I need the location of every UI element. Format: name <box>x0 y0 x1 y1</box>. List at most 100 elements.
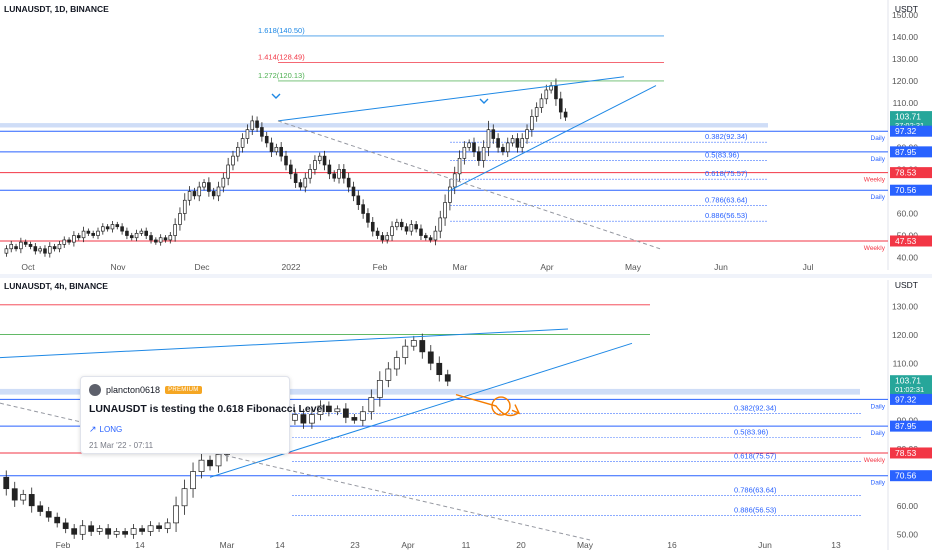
candle-body <box>115 224 120 228</box>
candle-body <box>260 127 264 137</box>
candle-body <box>385 368 392 381</box>
arrowhead-icon <box>511 404 521 415</box>
candle-body <box>154 239 158 243</box>
candle-body <box>57 244 62 250</box>
candle-body <box>105 528 112 535</box>
candle-body <box>215 454 222 467</box>
idea-title[interactable]: LUNAUSDT is testing the 0.618 Fibonacci … <box>89 403 326 415</box>
candle-body <box>366 213 370 223</box>
candle-body <box>544 89 549 100</box>
idea-card[interactable]: plancton0618 PREMIUM LUNAUSDT is testing… <box>80 376 326 454</box>
candle-body <box>28 244 33 247</box>
candle-body <box>79 525 86 535</box>
price-badge-value: 70.56 <box>895 471 917 481</box>
candle-body <box>129 235 134 239</box>
candle-body <box>292 414 298 421</box>
candle-body <box>427 351 434 364</box>
x-tick-label: Mar <box>453 262 468 272</box>
fib-level-label: 1.618(140.50) <box>258 26 305 35</box>
candle-body <box>207 182 211 192</box>
candle-body <box>467 142 471 148</box>
candle-body <box>423 235 428 239</box>
candle-body <box>308 169 312 179</box>
candle-body <box>419 340 426 353</box>
candle-body <box>409 224 414 232</box>
x-tick-label: 11 <box>462 540 471 550</box>
candle-body <box>134 232 139 239</box>
candle-body <box>477 151 481 161</box>
candle-body <box>443 202 447 219</box>
fib-level-label: 1.414(128.49) <box>258 52 305 61</box>
candle-body <box>113 531 120 535</box>
y-tick-label: 110.00 <box>893 98 919 108</box>
target-circle <box>491 396 511 416</box>
y-tick-label: 50.00 <box>897 529 919 539</box>
upper-trendline <box>0 328 569 359</box>
candle-body <box>486 129 491 148</box>
candle-body <box>390 226 394 236</box>
resistance-zone <box>0 388 860 395</box>
candle-body <box>173 505 179 524</box>
price-badge <box>890 393 932 405</box>
candle-body <box>47 246 52 254</box>
level-tag: Weekly <box>864 177 886 184</box>
candle-body <box>534 107 539 117</box>
candle-body <box>207 459 213 467</box>
candle-body <box>452 173 457 188</box>
x-tick-label: May <box>577 540 594 550</box>
fib-level-label: 1.272(120.13) <box>258 71 305 80</box>
candle-body <box>289 164 293 175</box>
y-tick-label: 150.00 <box>892 10 918 20</box>
idea-date: 21 Mar '22 - 07:11 <box>89 441 154 450</box>
candle-body <box>91 232 95 236</box>
candle-body <box>501 146 505 153</box>
candle-body <box>105 226 110 230</box>
candle-body <box>293 173 298 183</box>
candle-body <box>182 199 187 214</box>
price-badge-value: 103.71 <box>895 112 921 122</box>
candle-body <box>144 230 149 236</box>
price-badge-value: 87.95 <box>895 147 917 157</box>
candle-body <box>554 85 558 100</box>
candle-body <box>45 511 52 518</box>
candle-body <box>178 213 182 225</box>
candle-body <box>298 182 303 188</box>
x-tick-label: 20 <box>516 540 526 550</box>
candle-body <box>54 516 61 524</box>
candle-body <box>558 98 563 113</box>
price-badge-value: 78.53 <box>895 448 917 458</box>
x-tick-label: Feb <box>373 262 388 272</box>
candle-body <box>317 155 322 161</box>
y-tick-label: 40.00 <box>897 253 919 263</box>
price-badge <box>890 470 932 482</box>
candle-body <box>351 417 358 421</box>
candle-body <box>428 237 433 241</box>
candle-body <box>462 146 467 159</box>
x-tick-label: Nov <box>110 262 126 272</box>
price-badge <box>890 420 932 432</box>
candle-body <box>510 138 515 144</box>
candle-body <box>496 138 500 148</box>
upper-trendline <box>277 76 625 122</box>
chevron-down-icon <box>271 93 281 99</box>
candle-body <box>327 164 332 175</box>
candle-body <box>37 505 44 512</box>
candle-body <box>368 397 375 413</box>
level-tag: Daily <box>871 156 886 163</box>
idea-author[interactable]: plancton0618 <box>106 385 161 395</box>
candle-body <box>86 230 91 234</box>
candle-body <box>332 173 337 179</box>
candle-body <box>342 169 346 179</box>
fib-level-label: 0.618(75.57) <box>705 169 748 178</box>
candle-body <box>81 230 86 239</box>
candle-body <box>313 160 317 170</box>
price-badge <box>890 125 932 137</box>
candle-body <box>71 528 78 535</box>
level-tag: Weekly <box>864 245 886 252</box>
candle-body <box>325 405 332 413</box>
chart-title: LUNAUSDT, 4h, BINANCE <box>4 281 108 291</box>
candle-body <box>110 224 115 230</box>
candle-body <box>505 142 510 153</box>
level-tag: Daily <box>871 194 886 201</box>
